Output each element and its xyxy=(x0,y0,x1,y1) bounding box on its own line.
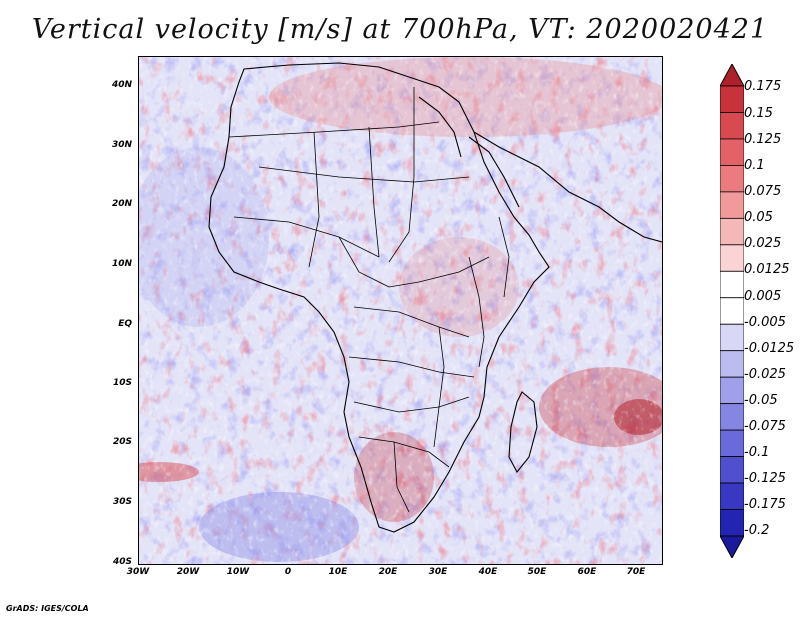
lat-label-30s: 30S xyxy=(112,497,132,507)
colorbar xyxy=(720,64,744,558)
colorbar-swatch xyxy=(720,191,744,219)
lon-label-10w: 10W xyxy=(226,567,250,577)
colorbar-swatch xyxy=(720,297,744,325)
lat-label-20s: 20S xyxy=(112,437,132,447)
lat-label-10n: 10N xyxy=(111,259,132,269)
colorbar-label: 0.1 xyxy=(744,158,765,173)
footer-credit: GrADS: IGES/COLA xyxy=(6,604,89,613)
colorbar-swatch xyxy=(720,323,744,352)
colorbar-bottom-arrow xyxy=(720,535,744,558)
lat-label-40s: 40S xyxy=(112,557,132,567)
colorbar-swatch xyxy=(720,165,744,193)
colorbar-label: -0.0125 xyxy=(744,341,795,356)
lon-label-20e: 20E xyxy=(378,567,398,577)
colorbar-swatch xyxy=(720,270,744,299)
colorbar-swatch xyxy=(720,138,744,166)
lat-label-20n: 20N xyxy=(111,199,132,209)
colorbar-label: -0.05 xyxy=(744,393,778,408)
colorbar-label: 0.0125 xyxy=(744,262,790,277)
lat-label-10s: 10S xyxy=(112,378,132,388)
colorbar-swatch xyxy=(720,482,744,510)
colorbar-label: 0.025 xyxy=(744,236,782,251)
map-panel xyxy=(138,56,663,565)
colorbar-swatch xyxy=(720,376,744,405)
lat-label-30n: 30N xyxy=(111,140,132,150)
colorbar-label: -0.025 xyxy=(744,367,786,382)
velocity-field xyxy=(139,57,662,564)
colorbar-top-arrow xyxy=(720,64,744,87)
lon-label-40e: 40E xyxy=(478,567,498,577)
lon-label-20w: 20W xyxy=(176,567,200,577)
lon-label-10e: 10E xyxy=(328,567,348,577)
colorbar-swatch xyxy=(720,217,744,246)
chart-title: Vertical velocity [m/s] at 700hPa, VT: 2… xyxy=(31,14,769,45)
lat-label-eq: EQ xyxy=(118,319,132,329)
lon-label-50e: 50E xyxy=(527,567,547,577)
lon-label-30e: 30E xyxy=(428,567,448,577)
colorbar-label: -0.075 xyxy=(744,419,786,434)
colorbar-label: -0.1 xyxy=(744,445,770,460)
lon-label-70e: 70E xyxy=(626,567,646,577)
colorbar-swatch xyxy=(720,403,744,431)
country-borders xyxy=(228,87,510,513)
colorbar-label: -0.175 xyxy=(744,497,786,512)
lon-label-60e: 60E xyxy=(577,567,597,577)
colorbar-label: -0.2 xyxy=(744,523,770,538)
colorbar-label: 0.175 xyxy=(744,79,782,94)
colorbar-label: -0.125 xyxy=(744,471,786,486)
colorbar-swatch xyxy=(720,350,744,378)
lon-label-30w: 30W xyxy=(126,567,150,577)
coastline-outline xyxy=(208,62,662,533)
colorbar-label: 0.05 xyxy=(744,210,773,225)
lat-label-40n: 40N xyxy=(111,80,132,90)
colorbar-swatch xyxy=(720,85,744,113)
colorbar-swatch xyxy=(720,456,744,484)
colorbar-label: 0.075 xyxy=(744,184,782,199)
colorbar-label: 0.15 xyxy=(744,106,773,121)
colorbar-swatch xyxy=(720,429,744,457)
lon-label-0: 0 xyxy=(284,567,292,577)
colorbar-label: 0.125 xyxy=(744,132,782,147)
colorbar-swatch xyxy=(720,112,744,140)
colorbar-swatch xyxy=(720,244,744,272)
colorbar-label: 0.005 xyxy=(744,289,782,304)
colorbar-swatch xyxy=(720,509,744,537)
colorbar-label: -0.005 xyxy=(744,315,786,330)
